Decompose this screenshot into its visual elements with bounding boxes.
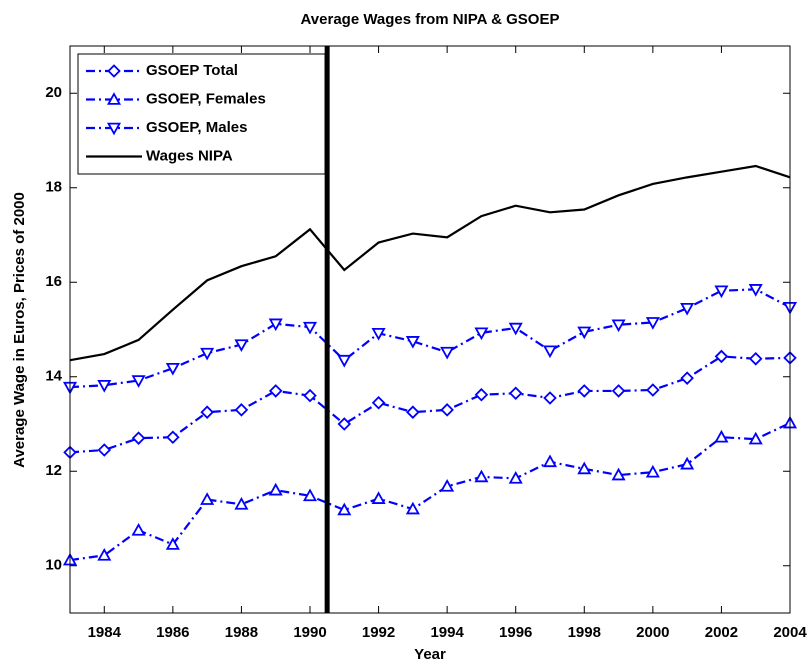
marker [405,336,420,349]
marker [131,522,146,536]
y-tick-label: 14 [45,368,62,385]
marker [646,383,660,397]
x-tick-label: 2004 [773,624,807,641]
marker [542,454,558,468]
marker [97,379,112,393]
marker [268,482,283,496]
marker [508,470,523,484]
marker [577,326,592,340]
x-tick-label: 1986 [156,624,189,641]
marker [131,431,146,445]
marker [405,501,420,515]
marker [440,479,455,492]
marker [97,548,112,561]
marker [714,349,729,364]
marker [200,347,215,361]
y-axis-label: Average Wage in Euros, Prices of 2000 [11,192,28,468]
x-tick-label: 1994 [430,624,464,641]
marker [371,491,386,504]
series-line [69,355,791,454]
marker [166,430,180,445]
legend-marker [107,64,121,78]
marker [611,319,626,333]
marker [611,467,626,481]
legend-label: GSOEP, Females [146,90,266,107]
marker [440,403,454,417]
legend-marker [106,122,122,136]
y-tick-label: 20 [45,84,62,101]
series-line [69,164,791,362]
marker [474,469,489,483]
marker [406,405,420,419]
x-tick-label: 1992 [362,624,395,641]
marker [542,345,558,359]
marker [543,391,557,405]
marker [748,431,763,445]
marker [474,327,489,341]
x-tick-label: 1998 [568,624,601,641]
legend: GSOEP Total GSOEP, Females GSOEP, Males Wag… [77,53,326,175]
marker [714,285,729,299]
marker [268,318,283,332]
marker [508,322,523,336]
x-tick-label: 1990 [293,624,326,641]
x-axis-label: Year [414,646,446,663]
y-tick-label: 16 [45,273,62,290]
series-line [69,422,791,562]
marker [748,284,763,297]
marker [680,302,695,316]
marker [611,384,626,398]
marker [200,405,214,419]
marker [234,496,249,510]
x-tick-label: 1984 [88,624,122,641]
axes-box [69,45,791,614]
marker [200,492,215,505]
marker [234,403,249,417]
marker [680,371,694,385]
marker [302,488,318,502]
legend-label: GSOEP Total [146,62,238,79]
marker [577,461,592,475]
marker [303,388,317,403]
marker [371,395,386,410]
x-tick-label: 2002 [705,624,738,641]
marker [474,387,489,402]
marker [440,346,455,360]
marker [302,321,318,335]
marker [337,502,352,516]
marker [234,339,249,352]
x-tick-label: 1988 [225,624,258,641]
marker [577,384,592,398]
chart-title: Average Wages from NIPA & GSOEP [301,11,560,28]
legend-marker [106,92,122,105]
marker [714,429,729,443]
marker [165,362,180,376]
legend-label: GSOEP, Males [146,119,247,136]
y-tick-label: 18 [45,179,62,196]
marker [748,352,763,366]
marker [268,384,283,398]
marker [131,375,146,388]
marker [337,354,352,368]
marker [165,537,180,550]
x-tick-label: 2000 [636,624,669,641]
legend-label: Wages NIPA [146,147,233,164]
marker [337,417,352,431]
marker [680,456,695,470]
x-tick-label: 1996 [499,624,532,641]
marker [97,443,112,457]
marker [645,464,660,478]
marker [645,317,660,330]
marker [371,327,386,341]
legend-box [77,53,326,175]
y-tick-label: 10 [45,557,62,574]
y-tick-label: 12 [45,462,62,479]
marker [508,386,523,401]
